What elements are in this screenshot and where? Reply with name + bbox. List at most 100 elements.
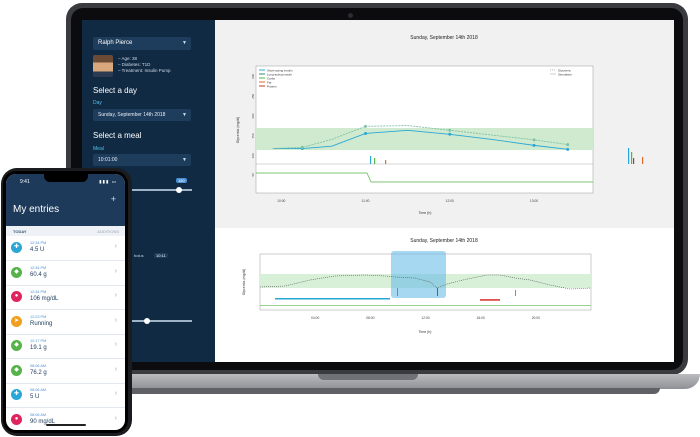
phone-notch (44, 174, 88, 182)
laptop-foot (60, 388, 660, 394)
entry-time: 12:34 PM (30, 265, 47, 270)
list-item[interactable]: ◆ 12:34 PM 60.4 g › (6, 261, 125, 286)
laptop-notch (318, 374, 418, 380)
tab-today[interactable]: TODAY (13, 229, 27, 234)
day-select-value: Sunday, September 14th 2018 (98, 112, 166, 118)
phone-header: 9:41 ▮▮▮ ▭ + My entries (6, 174, 125, 226)
top-chart-ylabel: Glycemia (mg/dl) (236, 117, 240, 143)
data-point (448, 128, 452, 132)
bolus-slider-track[interactable] (132, 320, 192, 322)
meal-select-value: 10:01:00 (98, 157, 118, 163)
entry-time: 08:06 AM (30, 412, 47, 417)
list-item[interactable]: ● 08:06 AM 90 mg/dL › (6, 408, 125, 431)
data-point (364, 124, 368, 128)
top-chart-xlabel: Time (h) (419, 211, 432, 215)
y-tick-label: 300 (251, 74, 255, 79)
carbs-bar (437, 288, 438, 296)
entry-value: 5 U (30, 394, 40, 400)
carbs-bar (631, 152, 633, 164)
list-item[interactable]: ◆ 08:06 AM 76.2 g › (6, 359, 125, 384)
y-tick-label: 200 (251, 113, 255, 118)
slider-badge: 180 (176, 178, 187, 183)
activity-icon: ➤ (11, 315, 22, 327)
day-select[interactable]: Sunday, September 14th 2018 ▼ (93, 109, 191, 121)
legend-glycemia: Glycemia (558, 69, 571, 73)
legend-simulation: Simulation (558, 73, 572, 77)
target-range-band (256, 128, 593, 150)
y-tick-label: 150 (251, 133, 255, 138)
data-point (566, 147, 570, 151)
user-select-value: Ralph Pierce (98, 40, 133, 46)
chevron-right-icon: › (114, 414, 117, 422)
meal-label: Meal (93, 146, 104, 152)
entry-value: 106 mg/dL (30, 296, 59, 302)
y-tick-label: 250 (251, 93, 255, 98)
tab-additions[interactable]: ADDITIONS (97, 229, 119, 234)
chevron-right-icon: › (114, 341, 117, 348)
insulin-timeline (275, 298, 390, 300)
top-chart-event-bars (370, 148, 644, 164)
x-tick-label: 08:00 (366, 316, 374, 320)
entry-value: 60.4 g (30, 271, 47, 278)
data-point (300, 145, 304, 149)
user-treatment: – Treatment: Insulin Pump (118, 68, 171, 73)
x-tick-label: 10:00 (277, 199, 285, 203)
bolus-label: bolus (134, 253, 144, 258)
x-tick-label: 20:00 (532, 316, 540, 320)
user-diabetes: – Diabetes: T1D (118, 62, 151, 67)
series-line (272, 129, 568, 150)
entry-time: 08:06 AM (30, 363, 47, 368)
entry-value: 76.2 g (30, 369, 47, 376)
x-tick-label: 13:00 (530, 199, 538, 203)
list-item[interactable]: ➤ 12:23 PM Running › (6, 310, 125, 335)
list-item[interactable]: ✚ 12:34 PM 4.5 U › (6, 236, 125, 261)
top-chart-legend-right: Glycemia Simulation (550, 69, 572, 77)
legend-long-acting: Long-acting insulin (267, 73, 292, 77)
entry-time: 12:34 PM (30, 241, 47, 245)
legend-carbs: Carbs (267, 77, 276, 81)
carbs-bar (374, 158, 376, 164)
bottom-glycemia-line (259, 274, 592, 290)
legend-fat: Fat (267, 81, 272, 85)
bolus-bar (628, 148, 630, 164)
data-point (448, 132, 452, 136)
bolus-slider-handle[interactable] (144, 318, 150, 324)
bottom-chart-ylabel: Glycemia (mg/dl) (242, 269, 246, 295)
user-select[interactable]: Ralph Pierce ▼ (93, 37, 191, 50)
phone-tabs: TODAY ADDITIONS (6, 226, 125, 236)
add-entry-icon[interactable]: + (110, 194, 116, 204)
legend-short-acting: Short-acting insulin (267, 69, 293, 73)
bolus-bar (397, 288, 398, 296)
bottom-basal-line (260, 305, 591, 306)
chevron-right-icon: › (114, 390, 117, 397)
entry-time: 08:06 AM (30, 388, 47, 392)
carbs-bar (515, 290, 516, 296)
bottom-chart-xlabel: Time (h) (419, 330, 432, 334)
chevron-right-icon: › (114, 267, 117, 275)
time-slider-track[interactable] (132, 189, 192, 191)
meal-select[interactable]: 10:01:00 ▼ (93, 154, 191, 166)
fat-bar (642, 157, 644, 164)
list-item[interactable]: ✚ 08:06 AM 5 U › (6, 383, 125, 408)
basal-line (256, 172, 593, 183)
insulin-icon: ✚ (11, 242, 22, 253)
glucose-icon: ● (11, 413, 22, 425)
protein-bar (633, 158, 635, 164)
chevron-right-icon: › (114, 365, 117, 373)
top-chart-title: Sunday, September 14th 2018 (410, 35, 478, 41)
camera-icon (348, 13, 353, 18)
laptop-base (20, 374, 700, 389)
data-point (364, 131, 368, 135)
chevron-down-icon: ▼ (182, 157, 187, 163)
y-tick-label: 100 (251, 153, 255, 158)
time-slider-handle[interactable] (176, 187, 182, 193)
list-item[interactable]: ● 12:34 PM 106 mg/dL › (6, 285, 125, 310)
bolus-value: 10:11 (154, 253, 168, 258)
x-tick-label: 12:00 (421, 316, 429, 320)
top-chart-legend-left: Short-acting insulin Long-acting insulin… (259, 69, 293, 89)
bolus-bar (370, 156, 372, 164)
x-tick-label: 11:00 (362, 199, 370, 203)
phone-clock: 9:41 (20, 179, 30, 185)
list-item[interactable]: ◆ 12:17 PM 19.1 g › (6, 334, 125, 359)
selected-meal-window[interactable] (391, 251, 446, 298)
